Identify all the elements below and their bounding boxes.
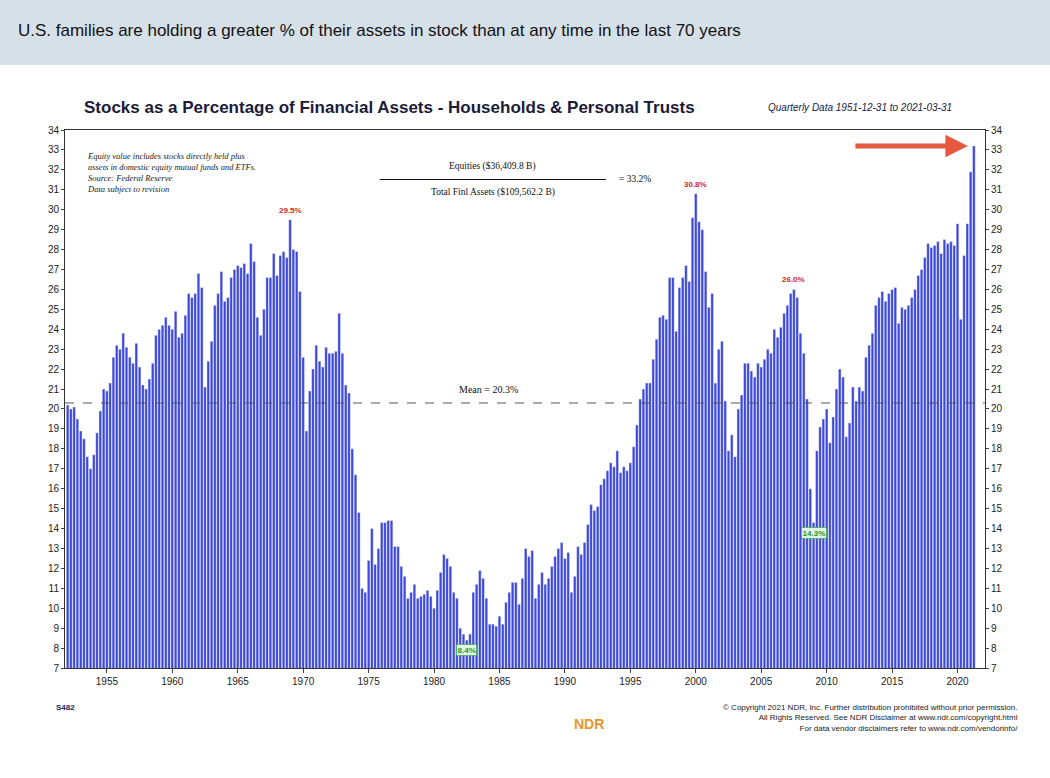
svg-text:7: 7 xyxy=(991,663,997,674)
svg-text:11: 11 xyxy=(991,583,1002,594)
svg-text:9: 9 xyxy=(991,623,997,634)
svg-text:15: 15 xyxy=(48,503,60,514)
svg-text:22: 22 xyxy=(991,364,1003,375)
svg-text:1985: 1985 xyxy=(488,676,511,687)
svg-text:© Copyright 2021 NDR, Inc. Fur: © Copyright 2021 NDR, Inc. Further distr… xyxy=(723,703,1018,733)
svg-text:14: 14 xyxy=(991,523,1003,534)
svg-text:29.5%: 29.5% xyxy=(279,206,302,215)
svg-text:Total Finl Assets ($109,562.2: Total Finl Assets ($109,562.2 B) xyxy=(431,187,555,198)
svg-text:1970: 1970 xyxy=(292,676,315,687)
svg-text:10: 10 xyxy=(48,603,60,614)
svg-text:11: 11 xyxy=(49,583,60,594)
svg-text:33: 33 xyxy=(48,144,60,155)
svg-text:= 33.2%: = 33.2% xyxy=(619,174,651,184)
svg-text:17: 17 xyxy=(991,463,1003,474)
svg-text:NDR: NDR xyxy=(574,716,604,732)
svg-text:34: 34 xyxy=(48,125,60,136)
svg-text:22: 22 xyxy=(48,364,60,375)
svg-text:30: 30 xyxy=(48,204,60,215)
svg-text:23: 23 xyxy=(48,344,60,355)
svg-text:Quarterly Data 1951-12-31 to 2: Quarterly Data 1951-12-31 to 2021-03-31 xyxy=(768,102,952,113)
svg-text:26: 26 xyxy=(991,284,1003,295)
svg-text:S482: S482 xyxy=(56,703,75,712)
svg-text:15: 15 xyxy=(991,503,1003,514)
svg-text:Equities ($36,409.8 B): Equities ($36,409.8 B) xyxy=(449,161,536,172)
svg-text:1960: 1960 xyxy=(161,676,184,687)
svg-text:2000: 2000 xyxy=(685,676,708,687)
svg-text:12: 12 xyxy=(48,563,60,574)
svg-text:21: 21 xyxy=(991,384,1003,395)
svg-text:31: 31 xyxy=(991,184,1003,195)
svg-text:32: 32 xyxy=(48,164,60,175)
svg-text:18: 18 xyxy=(48,443,60,454)
svg-text:33: 33 xyxy=(991,144,1003,155)
svg-text:28: 28 xyxy=(48,244,60,255)
svg-text:27: 27 xyxy=(48,264,60,275)
svg-text:26: 26 xyxy=(48,284,60,295)
svg-text:8: 8 xyxy=(991,643,997,654)
svg-text:20: 20 xyxy=(991,403,1003,414)
svg-text:30: 30 xyxy=(991,204,1003,215)
svg-text:Equity value includes stocks d: Equity value includes stocks directly he… xyxy=(87,151,256,194)
svg-text:1995: 1995 xyxy=(619,676,642,687)
svg-text:Stocks as a Percentage of Fina: Stocks as a Percentage of Financial Asse… xyxy=(84,98,695,117)
svg-text:29: 29 xyxy=(48,224,60,235)
svg-text:28: 28 xyxy=(991,244,1003,255)
svg-text:32: 32 xyxy=(991,164,1003,175)
svg-text:29: 29 xyxy=(991,224,1003,235)
svg-text:19: 19 xyxy=(991,423,1003,434)
svg-text:31: 31 xyxy=(48,184,60,195)
svg-text:18: 18 xyxy=(991,443,1003,454)
svg-text:25: 25 xyxy=(48,304,60,315)
svg-text:8.4%: 8.4% xyxy=(458,646,476,655)
svg-text:27: 27 xyxy=(991,264,1003,275)
svg-text:Mean = 20.3%: Mean = 20.3% xyxy=(459,384,518,395)
svg-text:20: 20 xyxy=(48,403,60,414)
svg-text:1975: 1975 xyxy=(357,676,380,687)
svg-text:30.8%: 30.8% xyxy=(684,180,707,189)
svg-text:2005: 2005 xyxy=(750,676,773,687)
svg-text:14: 14 xyxy=(48,523,60,534)
svg-text:13: 13 xyxy=(991,543,1003,554)
svg-text:16: 16 xyxy=(48,483,60,494)
svg-text:19: 19 xyxy=(48,423,60,434)
svg-text:25: 25 xyxy=(991,304,1003,315)
svg-text:16: 16 xyxy=(991,483,1003,494)
svg-text:1965: 1965 xyxy=(227,676,250,687)
svg-text:1955: 1955 xyxy=(96,676,119,687)
svg-text:34: 34 xyxy=(991,125,1003,136)
svg-text:1980: 1980 xyxy=(423,676,446,687)
svg-text:2010: 2010 xyxy=(816,676,839,687)
svg-text:21: 21 xyxy=(48,384,60,395)
svg-text:8: 8 xyxy=(53,643,59,654)
svg-text:13: 13 xyxy=(48,543,60,554)
svg-text:14.3%: 14.3% xyxy=(803,529,826,538)
svg-text:26.0%: 26.0% xyxy=(782,275,805,284)
svg-text:9: 9 xyxy=(53,623,59,634)
svg-text:7: 7 xyxy=(53,663,59,674)
svg-text:17: 17 xyxy=(48,463,60,474)
svg-text:2020: 2020 xyxy=(946,676,969,687)
svg-text:12: 12 xyxy=(991,563,1003,574)
svg-text:1990: 1990 xyxy=(554,676,577,687)
svg-text:23: 23 xyxy=(991,344,1003,355)
svg-text:24: 24 xyxy=(991,324,1003,335)
svg-text:24: 24 xyxy=(48,324,60,335)
svg-text:2015: 2015 xyxy=(881,676,904,687)
svg-text:10: 10 xyxy=(991,603,1003,614)
